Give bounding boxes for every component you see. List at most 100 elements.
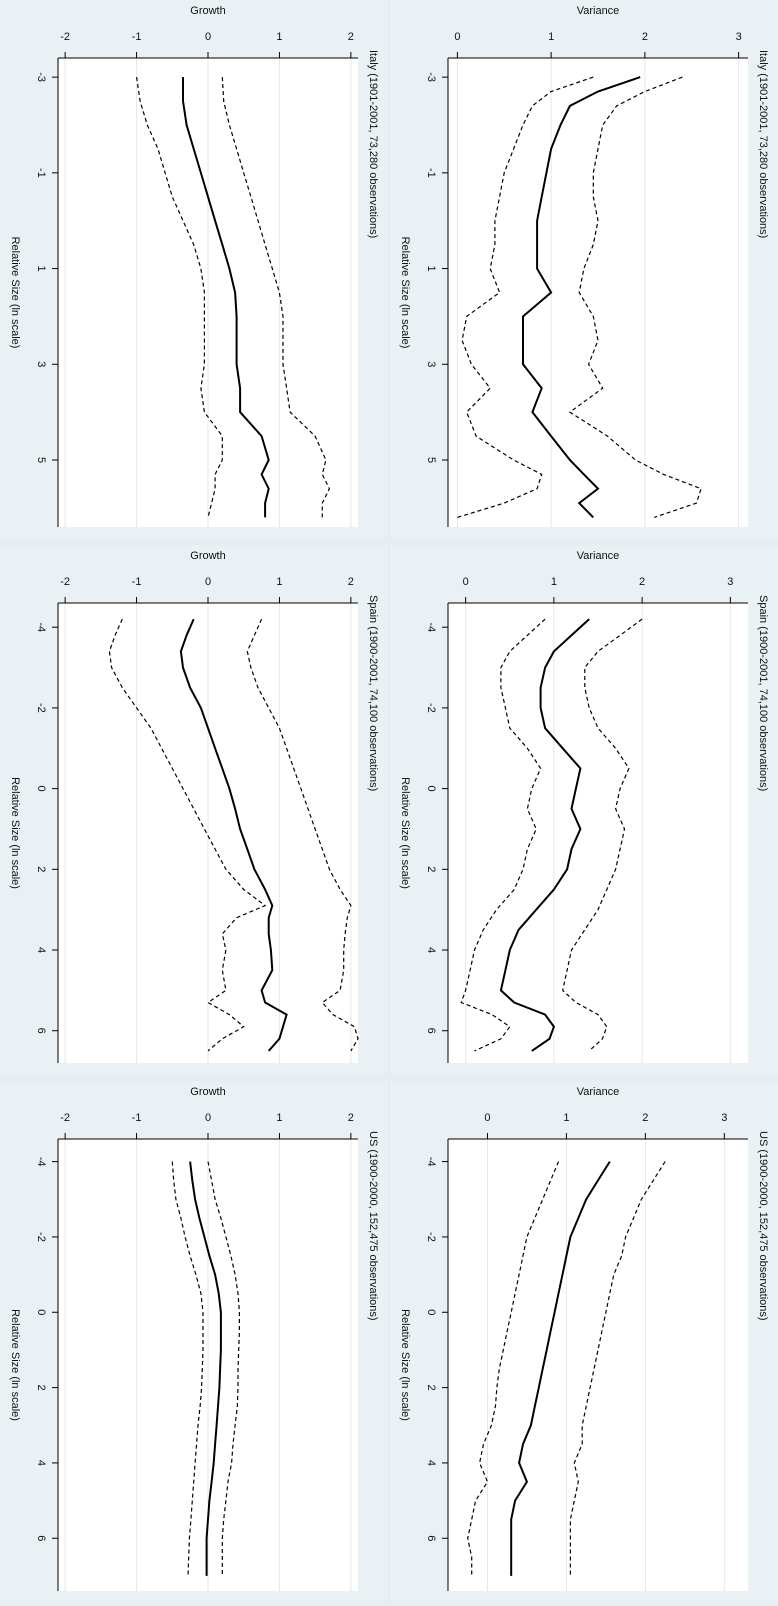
- plot-background: [448, 58, 748, 527]
- y-tick-label: 2: [348, 31, 354, 43]
- plot-area: 0 1 2 3 -3 -1 1 3 5: [425, 31, 748, 527]
- x-tick-label: -4: [35, 1157, 47, 1167]
- x-tick-label: -3: [35, 72, 47, 82]
- x-tick-label: 6: [35, 1535, 47, 1541]
- plot-area: -2 -1 0 1 2 -3 -1 1 3 5: [35, 31, 358, 527]
- y-tick-label: 3: [736, 31, 742, 43]
- panel-italy-variance: 0 1 2 3 -3 -1 1 3 5 Variance Relative Size (ln sca…: [390, 0, 778, 537]
- x-tick-label: 6: [425, 1028, 437, 1034]
- y-tick-label: -1: [132, 31, 142, 43]
- series-upper: [562, 618, 643, 1052]
- series-lower: [457, 76, 594, 518]
- panel-title: Spain (1900-2001, 74,100 observations): [757, 595, 769, 791]
- x-tick-label: 1: [35, 266, 47, 272]
- x-tick-label: 0: [35, 786, 47, 792]
- x-axis-title: Relative Size (ln scale): [399, 237, 411, 349]
- x-tick-label: 6: [425, 1535, 437, 1541]
- y-axis-title: Growth: [190, 5, 225, 17]
- panel-us-growth: -2 -1 0 1 2 -4 -2 0 2 4 6 Growth Relative Size (ln s…: [0, 1081, 388, 1601]
- series-lower: [171, 1161, 204, 1576]
- y-tick-label: 0: [205, 31, 211, 43]
- y-tick-label: 3: [721, 1112, 727, 1124]
- y-tick-label: 1: [276, 1112, 282, 1124]
- x-tick-label: 2: [425, 866, 437, 872]
- y-tick-label: 2: [642, 1112, 648, 1124]
- panel-title: US (1900-2000, 152,475 observations): [757, 1131, 769, 1321]
- y-tick-label: 1: [548, 31, 554, 43]
- y-axis-title: Growth: [190, 550, 225, 562]
- x-tick-label: 6: [35, 1028, 47, 1034]
- panel-title: US (1900-2000, 152,475 observations): [367, 1131, 379, 1321]
- x-tick-label: -4: [425, 622, 437, 632]
- series-lower: [108, 618, 267, 1052]
- x-tick-label: 3: [425, 361, 437, 367]
- y-tick-label: 0: [484, 1112, 490, 1124]
- panel-spain-growth: -2 -1 0 1 2 -4 -2 0 2 4 6 Growth Relative Size (ln s…: [0, 545, 388, 1073]
- y-tick-label: -1: [132, 576, 142, 588]
- y-tick-label: -2: [60, 31, 70, 43]
- y-tick-label: -2: [60, 576, 70, 588]
- y-tick-label: 0: [463, 576, 469, 588]
- x-tick-label: -2: [35, 1232, 47, 1242]
- x-tick-label: -3: [425, 72, 437, 82]
- y-tick-label: 0: [454, 31, 460, 43]
- x-tick-label: 4: [425, 947, 437, 953]
- series-estimate: [510, 1161, 611, 1576]
- x-tick-label: -2: [425, 1232, 437, 1242]
- series-upper: [207, 1161, 240, 1576]
- x-tick-label: -1: [35, 168, 47, 178]
- y-tick-label: 2: [639, 576, 645, 588]
- series-upper: [221, 77, 331, 518]
- y-axis-title: Variance: [577, 550, 620, 562]
- x-tick-label: 2: [35, 866, 47, 872]
- series-upper: [246, 618, 359, 1052]
- series-upper: [568, 76, 702, 518]
- panel-us-variance: 0 1 2 3 -4 -2 0 2 4 6 Variance Relative Size (ln sc…: [390, 1081, 778, 1601]
- x-tick-label: 4: [35, 1460, 47, 1466]
- y-tick-label: -2: [60, 1112, 70, 1124]
- y-tick-label: -1: [132, 1112, 142, 1124]
- y-tick-label: 0: [205, 576, 211, 588]
- series-estimate: [189, 1161, 222, 1576]
- plot-background: [448, 1139, 748, 1591]
- series-estimate: [179, 618, 288, 1052]
- y-tick-label: 1: [551, 576, 557, 588]
- series-estimate: [182, 77, 270, 518]
- x-axis-title: Relative Size (ln scale): [9, 777, 21, 889]
- series-estimate: [522, 76, 641, 519]
- y-axis-title: Variance: [577, 5, 620, 17]
- y-axis-title: Variance: [577, 1086, 620, 1098]
- x-tick-label: 3: [35, 361, 47, 367]
- panel-title: Italy (1901-2001, 73,280 observations): [367, 50, 379, 238]
- x-tick-label: 1: [425, 266, 437, 272]
- x-axis-title: Relative Size (ln scale): [9, 237, 21, 349]
- x-tick-label: -1: [425, 168, 437, 178]
- x-tick-label: 2: [35, 1385, 47, 1391]
- y-tick-label: 1: [563, 1112, 569, 1124]
- series-lower: [460, 618, 546, 1052]
- y-tick-label: 1: [276, 31, 282, 43]
- x-tick-label: 5: [35, 457, 47, 463]
- x-tick-label: 0: [425, 786, 437, 792]
- x-axis-title: Relative Size (ln scale): [399, 1309, 411, 1421]
- y-axis-title: Growth: [190, 1086, 225, 1098]
- plot-area: 0 1 2 3 -4 -2 0 2 4 6: [425, 576, 748, 1063]
- x-tick-label: -4: [35, 622, 47, 632]
- x-tick-label: 0: [35, 1309, 47, 1315]
- x-tick-label: 0: [425, 1309, 437, 1315]
- x-tick-label: 4: [35, 947, 47, 953]
- y-tick-label: 1: [276, 576, 282, 588]
- y-tick-label: 0: [205, 1112, 211, 1124]
- panel-italy-growth: -2 -1 0 1 2 -3 -1 1 3 5 Growth Relative Size (ln sc…: [0, 0, 388, 537]
- series-estimate: [499, 618, 590, 1052]
- panel-title: Spain (1900-2001, 74,100 observations): [367, 595, 379, 791]
- x-axis-title: Relative Size (ln scale): [399, 777, 411, 889]
- x-tick-label: 2: [425, 1385, 437, 1391]
- x-tick-label: 4: [425, 1460, 437, 1466]
- y-tick-label: 2: [348, 576, 354, 588]
- plot-area: 0 1 2 3 -4 -2 0 2 4 6: [425, 1112, 748, 1591]
- x-tick-label: -4: [425, 1157, 437, 1167]
